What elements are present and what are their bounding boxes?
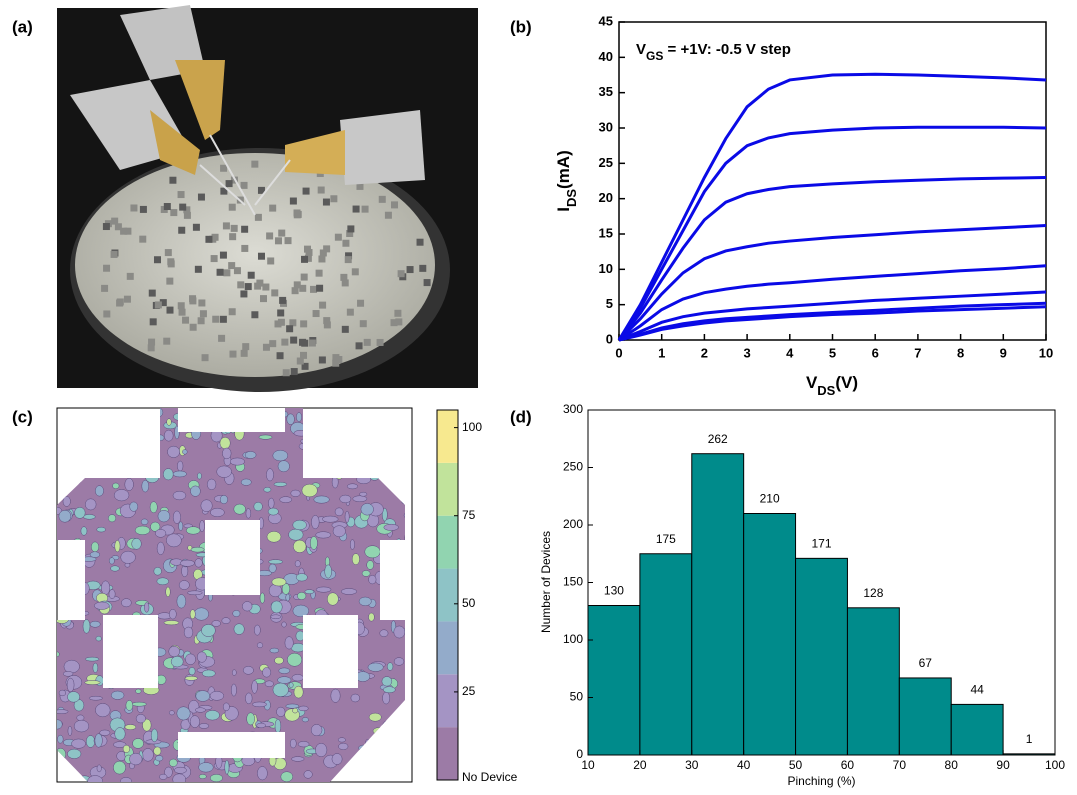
x-tick-label: 10 xyxy=(581,758,595,772)
x-tick-label: 4 xyxy=(786,345,794,360)
panel-label: (a) xyxy=(12,17,33,36)
label-sub: DS xyxy=(564,189,579,207)
x-tick-label: 80 xyxy=(945,758,959,772)
value-label: 210 xyxy=(760,492,780,506)
colorbar-label: No Device xyxy=(462,770,518,784)
label-rest: (mA) xyxy=(554,150,573,189)
x-tick-label: 70 xyxy=(893,758,907,772)
iv-curve xyxy=(618,301,1047,342)
x-tick-label: 10 xyxy=(1039,345,1053,360)
photo xyxy=(57,5,478,392)
iv-curve xyxy=(618,264,1047,342)
x-tick-label: 60 xyxy=(841,758,855,772)
label-main: V xyxy=(636,41,646,58)
plot-frame xyxy=(618,21,1047,341)
y-tick-label: 0 xyxy=(576,747,583,761)
value-label: 171 xyxy=(811,537,831,551)
value-label: 175 xyxy=(656,532,676,546)
label-rest: (V) xyxy=(835,373,858,392)
colorbar-band xyxy=(437,410,458,463)
y-tick-label: 45 xyxy=(599,13,613,28)
y-tick-label: 0 xyxy=(606,331,613,346)
x-tick-label: 8 xyxy=(957,345,964,360)
value-label: 130 xyxy=(604,584,624,598)
y-tick-label: 40 xyxy=(599,49,613,64)
y-tick-label: 15 xyxy=(599,225,613,240)
bar xyxy=(639,553,693,756)
bar xyxy=(691,453,745,756)
bar xyxy=(898,677,952,756)
x-tick-label: 90 xyxy=(996,758,1010,772)
y-tick-label: 25 xyxy=(599,155,613,170)
colorbar-label: 100 xyxy=(462,420,482,434)
x-tick-label: 40 xyxy=(737,758,751,772)
y-tick-label: 250 xyxy=(563,460,583,474)
iv-curve xyxy=(617,125,1047,341)
x-axis-label: VDS(V) xyxy=(806,373,858,397)
label-rest: = +1V: -0.5 V step xyxy=(663,41,791,58)
y-tick-label: 5 xyxy=(606,296,613,311)
x-tick-label: 6 xyxy=(872,345,879,360)
iv-curve xyxy=(617,175,1047,341)
x-tick-label: 9 xyxy=(1000,345,1007,360)
label-main: V xyxy=(806,373,818,392)
label-sub: DS xyxy=(817,383,835,398)
x-tick-label: 50 xyxy=(789,758,803,772)
colorbar-band xyxy=(437,621,458,675)
y-tick-label: 10 xyxy=(599,261,613,276)
bar xyxy=(846,607,900,756)
bar xyxy=(587,605,641,756)
y-tick-label: 200 xyxy=(563,517,583,531)
x-tick-label: 1 xyxy=(658,345,665,360)
y-axis-label: IDS(mA) xyxy=(554,150,578,212)
y-tick-label: 20 xyxy=(599,190,613,205)
value-label: 1 xyxy=(1026,732,1033,746)
x-tick-label: 100 xyxy=(1045,758,1065,772)
iv-curve xyxy=(618,305,1047,342)
colorbar-band xyxy=(437,727,458,780)
chart-title: VGS = +1V: -0.5 V step xyxy=(636,41,791,63)
panel-label: (c) xyxy=(12,407,33,426)
x-axis-label: Pinching (%) xyxy=(787,774,855,788)
y-tick-label: 35 xyxy=(599,84,613,99)
x-tick-label: 7 xyxy=(914,345,921,360)
colorbar-label: 25 xyxy=(462,684,476,698)
x-tick-label: 2 xyxy=(701,345,708,360)
value-label: 262 xyxy=(708,432,728,446)
x-tick-label: 30 xyxy=(685,758,699,772)
bar xyxy=(950,703,1004,756)
iv-curve xyxy=(617,72,1047,341)
y-tick-label: 50 xyxy=(570,690,584,704)
panel-label: (d) xyxy=(510,407,532,426)
iv-curve xyxy=(617,224,1047,342)
label-sub: GS xyxy=(646,49,663,63)
value-label: 44 xyxy=(970,683,984,697)
panel-label: (b) xyxy=(510,17,532,36)
bar xyxy=(743,513,797,756)
iv-curve xyxy=(618,290,1047,342)
y-axis-label: Number of Devices xyxy=(539,531,553,633)
y-tick-label: 100 xyxy=(563,632,583,646)
value-label: 128 xyxy=(863,586,883,600)
map-holes xyxy=(103,408,358,758)
x-tick-label: 3 xyxy=(743,345,750,360)
colorbar-band xyxy=(437,568,458,622)
x-tick-label: 20 xyxy=(633,758,647,772)
colorbar-label: 50 xyxy=(462,596,476,610)
colorbar-frame xyxy=(436,409,459,781)
x-tick-label: 5 xyxy=(829,345,836,360)
colorbar-label: 75 xyxy=(462,508,476,522)
y-tick-label: 300 xyxy=(563,402,583,416)
x-tick-label: 0 xyxy=(615,345,622,360)
colorbar-band xyxy=(437,674,458,728)
value-label: 67 xyxy=(919,656,933,670)
label-main: I xyxy=(554,207,573,212)
colorbar-band xyxy=(437,462,458,516)
y-tick-label: 150 xyxy=(563,575,583,589)
y-tick-label: 30 xyxy=(599,119,613,134)
bar xyxy=(795,557,848,756)
colorbar-band xyxy=(437,515,458,569)
